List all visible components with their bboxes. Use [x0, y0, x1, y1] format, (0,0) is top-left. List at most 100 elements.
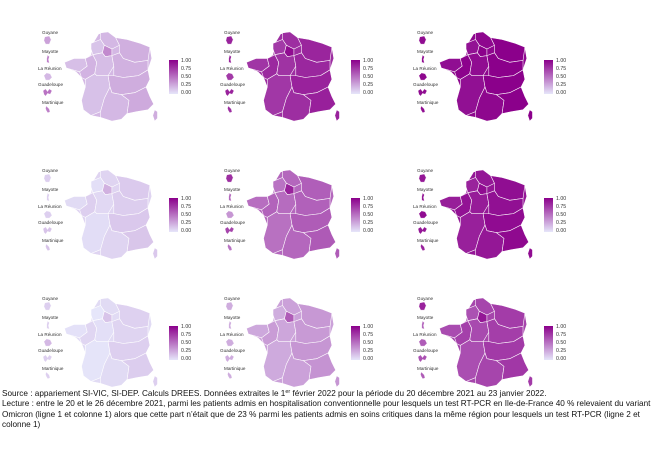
legend-tick-label: 1.00 — [181, 195, 192, 202]
territory-label-guyane: Guyane — [417, 168, 434, 173]
territory-label-guadeloupe: Guadeloupe — [413, 348, 439, 353]
territory-shape-guyane — [43, 173, 52, 183]
france-map — [439, 297, 533, 388]
territory-shape-guyane — [43, 35, 52, 45]
region-provence-alpes-cote-dazur — [303, 352, 336, 380]
territory-label-guyane: Guyane — [42, 296, 59, 301]
legend-tick-label: 1.00 — [363, 57, 374, 64]
legend-tick-label: 0.50 — [181, 339, 192, 346]
france-map — [439, 31, 533, 122]
legend-tick-label: 0.00 — [181, 228, 192, 235]
territory-shape-mayotte — [46, 192, 50, 202]
territory-label-reunion: La Réunion — [38, 332, 62, 337]
territory-label-martinique: Martinique — [224, 100, 246, 105]
legend-tick-label: 0.25 — [556, 82, 567, 89]
territory-shape-guyane — [418, 35, 427, 45]
region-centre-val-de-loire — [467, 318, 490, 342]
territory-label-guyane: Guyane — [42, 168, 59, 173]
source-note: Source : appariement SI-VIC, SI-DEP. Cal… — [2, 389, 547, 398]
territory-label-martinique: Martinique — [224, 366, 246, 371]
territory-label-mayotte: Mayotte — [417, 315, 434, 320]
color-legend: 1.00 0.75 0.50 0.25 0.00 — [544, 58, 584, 100]
legend-tick-label: 1.00 — [181, 57, 192, 64]
legend-tick-label: 1.00 — [556, 323, 567, 330]
legend-tick-label: 0.50 — [556, 211, 567, 218]
territory-shape-guadeloupe — [224, 354, 235, 363]
territory-label-guadeloupe: Guadeloupe — [220, 82, 246, 87]
color-legend: 1.00 0.75 0.50 0.25 0.00 — [351, 196, 391, 238]
region-centre-val-de-loire — [274, 52, 297, 76]
map-panel-r3c2: Guyane Mayotte La Réunion Guadeloupe Martini… — [212, 296, 382, 408]
legend-gradient-bar — [351, 60, 360, 94]
region-corse — [527, 247, 533, 260]
region-corse — [527, 375, 533, 388]
territory-shape-guyane — [418, 173, 427, 183]
territory-shape-guyane — [225, 173, 234, 183]
territory-shape-mayotte — [228, 54, 232, 64]
legend-gradient-bar — [169, 326, 178, 360]
territory-label-martinique: Martinique — [42, 238, 64, 243]
legend-tick-label: 0.00 — [556, 228, 567, 235]
legend-tick-label: 0.75 — [181, 203, 192, 210]
legend-tick-label: 0.75 — [556, 331, 567, 338]
territory-shape-guadeloupe — [224, 88, 235, 97]
region-provence-alpes-cote-dazur — [121, 224, 154, 252]
overseas-territories — [417, 173, 428, 251]
region-corse — [152, 109, 158, 122]
overseas-territories — [224, 301, 235, 379]
region-centre-val-de-loire — [92, 318, 115, 342]
territory-shape-reunion — [225, 210, 235, 219]
reading-note: Lecture : entre le 20 et le 26 décembre … — [2, 399, 651, 430]
territory-shape-mayotte — [228, 192, 232, 202]
territory-shape-martinique — [45, 243, 51, 251]
map-grid: Guyane Mayotte La Réunion Guadeloupe Martini… — [30, 30, 584, 388]
region-provence-alpes-cote-dazur — [121, 352, 154, 380]
territory-shape-martinique — [420, 371, 426, 379]
map-panel-r2c1: Guyane Mayotte La Réunion Guadeloupe Martini… — [30, 168, 200, 280]
territory-shape-martinique — [420, 243, 426, 251]
territory-label-mayotte: Mayotte — [42, 187, 59, 192]
region-corse — [527, 109, 533, 122]
overseas-territories — [224, 173, 235, 251]
territory-label-guadeloupe: Guadeloupe — [220, 348, 246, 353]
territory-label-guyane: Guyane — [224, 168, 241, 173]
legend-gradient-bar — [544, 198, 553, 232]
territory-label-guyane: Guyane — [42, 30, 59, 35]
territory-shape-martinique — [420, 105, 426, 113]
territory-label-reunion: La Réunion — [413, 204, 437, 209]
territory-shape-martinique — [227, 371, 233, 379]
legend-tick-label: 0.75 — [363, 65, 374, 72]
france-map — [64, 297, 158, 388]
region-centre-val-de-loire — [467, 52, 490, 76]
overseas-territories — [42, 301, 53, 379]
map-panel-r1c2: Guyane Mayotte La Réunion Guadeloupe Martini… — [212, 30, 382, 142]
legend-tick-label: 0.50 — [363, 339, 374, 346]
france-map — [246, 31, 340, 122]
region-centre-val-de-loire — [467, 190, 490, 214]
territory-label-mayotte: Mayotte — [42, 49, 59, 54]
legend-tick-label: 1.00 — [181, 323, 192, 330]
territory-label-guadeloupe: Guadeloupe — [220, 220, 246, 225]
legend-tick-label: 0.50 — [556, 339, 567, 346]
territory-label-mayotte: Mayotte — [224, 49, 241, 54]
color-legend: 1.00 0.75 0.50 0.25 0.00 — [544, 323, 584, 366]
legend-tick-label: 0.25 — [181, 348, 192, 355]
territory-shape-reunion — [418, 338, 428, 347]
region-corse — [152, 375, 158, 388]
legend-tick-label: 0.25 — [556, 220, 567, 227]
territory-shape-martinique — [45, 105, 51, 113]
region-corse — [334, 375, 340, 388]
region-corse — [152, 247, 158, 260]
map-panel-r2c3: Guyane Mayotte La Réunion Guadeloupe Martini… — [405, 168, 575, 280]
region-provence-alpes-cote-dazur — [496, 224, 529, 252]
overseas-territories — [224, 35, 235, 113]
territory-shape-guyane — [43, 301, 52, 311]
legend-tick-label: 0.00 — [556, 356, 567, 363]
legend-tick-label: 0.25 — [181, 82, 192, 89]
territory-shape-martinique — [227, 105, 233, 113]
legend-tick-label: 0.00 — [363, 228, 374, 235]
territory-shape-guyane — [418, 301, 427, 311]
territory-label-guadeloupe: Guadeloupe — [413, 220, 439, 225]
france-map — [246, 297, 340, 388]
region-provence-alpes-cote-dazur — [121, 86, 154, 114]
